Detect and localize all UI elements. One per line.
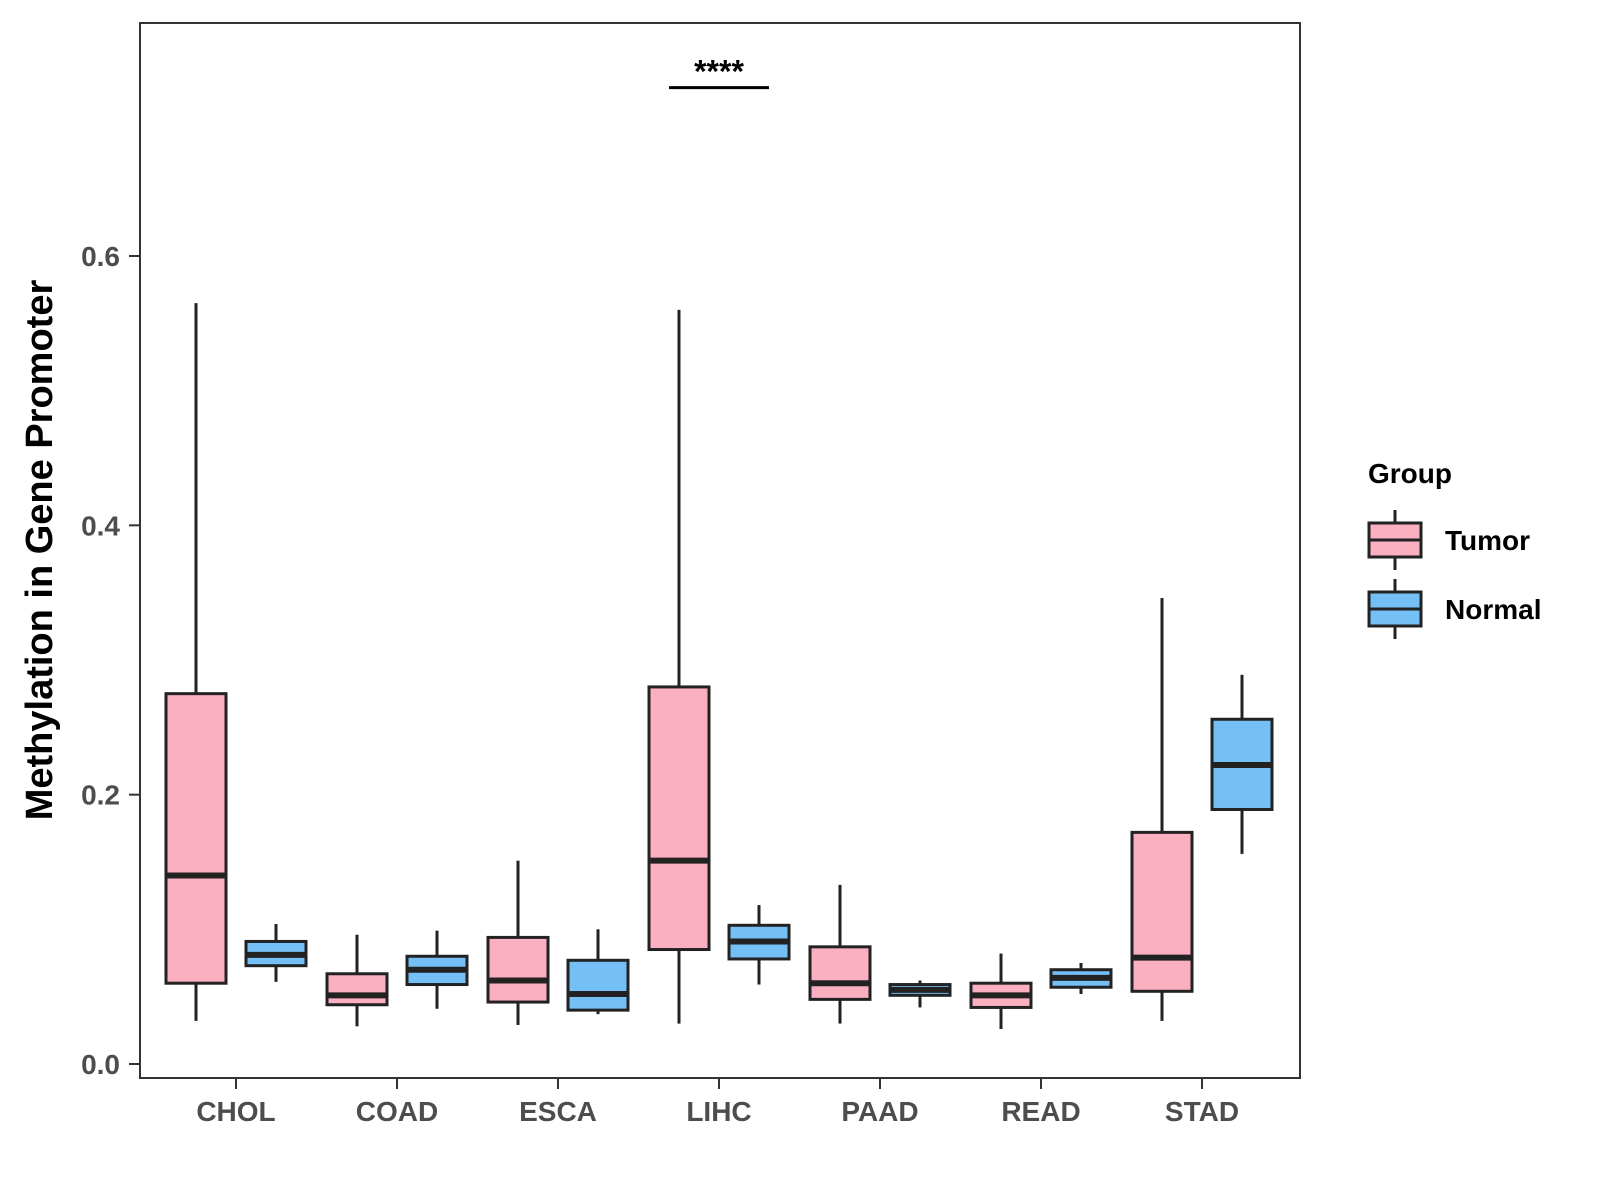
x-tick-label: PAAD [841, 1096, 918, 1127]
box-tumor-chol [164, 303, 228, 1021]
y-tick-label: 0.4 [81, 510, 120, 541]
y-tick-label: 0.0 [81, 1049, 120, 1080]
legend: Group Tumor Normal [1367, 458, 1541, 639]
box-normal-read [1049, 963, 1113, 994]
box-normal-esca [566, 929, 630, 1015]
significance-annotation: **** [669, 54, 769, 90]
box-normal-chol [244, 923, 308, 982]
box-body [325, 972, 389, 1007]
box-body [647, 685, 711, 952]
legend-key-tumor: Tumor [1367, 510, 1530, 570]
box-normal-paad [888, 980, 952, 1008]
y-axis-title: Methylation in Gene Promoter [19, 280, 61, 821]
box-body [1130, 830, 1194, 993]
y-tick-label: 0.2 [81, 780, 120, 811]
box-series [164, 303, 1274, 1029]
legend-label: Normal [1445, 594, 1541, 625]
box-tumor-stad [1130, 598, 1194, 1021]
box-tumor-esca [486, 860, 550, 1025]
box-normal-lihc [727, 905, 791, 985]
x-tick-label: STAD [1165, 1096, 1239, 1127]
box-tumor-paad [808, 884, 872, 1024]
legend-title: Group [1368, 458, 1452, 489]
x-tick-label: CHOL [196, 1096, 275, 1127]
x-tick-label: ESCA [519, 1096, 597, 1127]
box-tumor-lihc [647, 309, 711, 1024]
box-body [164, 692, 228, 985]
box-body [486, 935, 550, 1004]
legend-key-normal: Normal [1367, 579, 1541, 639]
box-normal-stad [1210, 674, 1274, 854]
x-tick-label: LIHC [686, 1096, 751, 1127]
x-tick-label: COAD [356, 1096, 438, 1127]
box-tumor-read [969, 953, 1033, 1029]
box-body [808, 945, 872, 1001]
box-body [566, 958, 630, 1012]
y-tick-label: 0.6 [81, 241, 120, 272]
x-tick-label: READ [1001, 1096, 1080, 1127]
x-axis: CHOL COAD ESCA LIHC PAAD READ STAD [196, 1078, 1239, 1127]
significance-label: **** [694, 54, 744, 90]
legend-label: Tumor [1445, 525, 1530, 556]
y-axis: 0.0 0.2 0.4 0.6 [81, 241, 140, 1080]
box-normal-coad [405, 930, 469, 1009]
box-tumor-coad [325, 934, 389, 1027]
